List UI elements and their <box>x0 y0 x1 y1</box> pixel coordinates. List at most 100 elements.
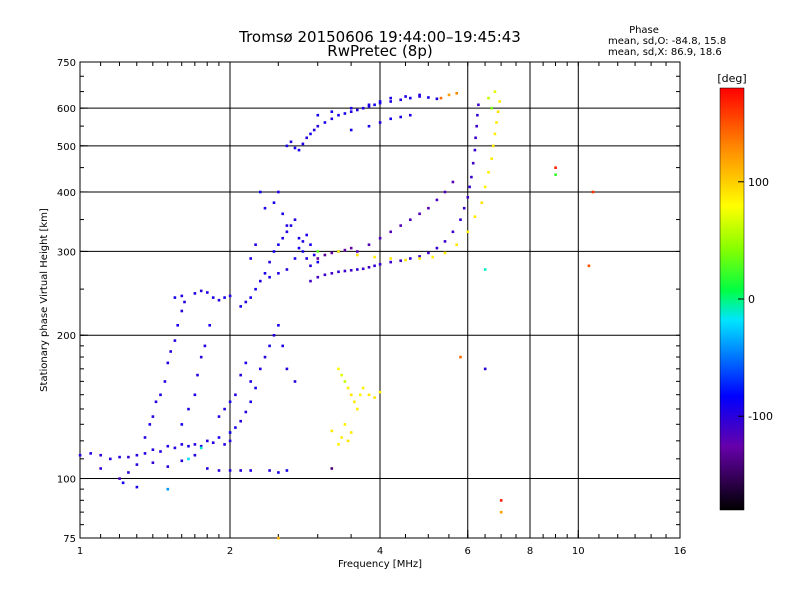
data-point <box>244 300 248 304</box>
data-point <box>330 272 334 275</box>
data-point <box>223 407 226 411</box>
data-point <box>443 190 447 194</box>
y-tick-label: 500 <box>57 142 76 153</box>
data-point <box>330 117 334 121</box>
data-point <box>159 450 162 453</box>
data-point <box>254 287 257 291</box>
data-point <box>499 510 503 514</box>
data-point <box>343 423 347 426</box>
y-tick-label: 400 <box>57 188 76 199</box>
data-point <box>285 469 289 472</box>
data-point <box>285 367 289 371</box>
axis-ticks: 1 2 4 6 8 10 16 75 100 200 300 400 500 600 750 <box>57 58 686 557</box>
data-point <box>404 95 407 98</box>
data-point <box>483 268 487 271</box>
data-point <box>343 248 347 252</box>
data-point <box>309 279 312 283</box>
data-point <box>277 243 280 246</box>
data-point <box>418 212 421 216</box>
data-point <box>277 272 280 275</box>
data-point <box>443 240 447 243</box>
data-point <box>473 148 477 152</box>
data-point <box>399 115 402 119</box>
data-point <box>337 270 340 274</box>
data-point <box>361 386 365 390</box>
data-point <box>378 236 382 240</box>
data-point <box>378 101 382 105</box>
data-point <box>259 190 262 194</box>
data-point <box>239 373 242 377</box>
data-point <box>389 230 392 234</box>
data-point <box>259 367 262 371</box>
data-point <box>187 444 190 448</box>
data-point <box>239 419 242 423</box>
data-point <box>346 439 350 443</box>
data-point <box>476 113 479 117</box>
data-point <box>301 240 305 243</box>
data-point <box>337 250 340 253</box>
x-tick-label: 6 <box>465 546 471 557</box>
data-point <box>361 106 365 110</box>
data-point <box>109 457 112 461</box>
data-point <box>353 400 356 404</box>
data-point <box>330 467 334 470</box>
data-point <box>404 258 407 262</box>
data-point <box>211 296 215 299</box>
data-point <box>475 124 478 128</box>
data-point <box>127 455 130 459</box>
data-point <box>180 423 184 426</box>
data-point <box>316 113 320 117</box>
x-tick-label: 1 <box>77 546 83 557</box>
data-point <box>183 300 186 304</box>
data-point <box>244 410 248 414</box>
data-point <box>337 113 340 117</box>
data-point <box>166 487 170 491</box>
data-point <box>268 469 271 472</box>
data-point <box>199 355 203 359</box>
data-point <box>418 255 421 258</box>
data-point <box>451 180 455 184</box>
x-tick-label: 4 <box>377 546 383 557</box>
data-point <box>378 100 382 103</box>
data-point <box>389 260 392 264</box>
y-tick-label: 200 <box>57 331 76 342</box>
data-point <box>490 157 493 160</box>
data-point <box>459 355 462 359</box>
data-point <box>223 296 226 299</box>
data-point <box>356 253 359 257</box>
data-point <box>435 198 439 202</box>
data-point <box>199 289 203 293</box>
x-tick-label: 2 <box>227 546 233 557</box>
data-point <box>389 100 392 103</box>
x-tick-label: 8 <box>527 546 533 557</box>
data-point <box>330 429 334 433</box>
data-point <box>203 344 207 348</box>
data-point <box>435 97 439 101</box>
data-point <box>206 467 209 470</box>
data-point <box>378 390 382 394</box>
data-point <box>349 106 353 110</box>
data-point <box>378 121 382 124</box>
data-point <box>293 257 297 260</box>
data-point <box>323 253 327 257</box>
data-point <box>499 499 503 502</box>
data-point <box>587 264 591 268</box>
data-point <box>309 264 312 268</box>
data-point <box>196 373 199 377</box>
y-axis-label: Stationary phase Virtual Height [km] <box>39 208 50 392</box>
data-point <box>193 393 197 397</box>
data-point <box>492 144 495 148</box>
data-point <box>323 273 327 277</box>
data-point <box>166 361 170 365</box>
data-point <box>301 142 305 146</box>
data-point <box>254 386 257 390</box>
data-point <box>443 251 447 255</box>
data-point <box>554 166 557 169</box>
data-point <box>143 436 147 439</box>
data-point <box>268 275 271 279</box>
data-point <box>418 95 421 98</box>
data-point <box>239 469 242 472</box>
data-point <box>268 260 271 264</box>
data-point <box>151 461 155 464</box>
